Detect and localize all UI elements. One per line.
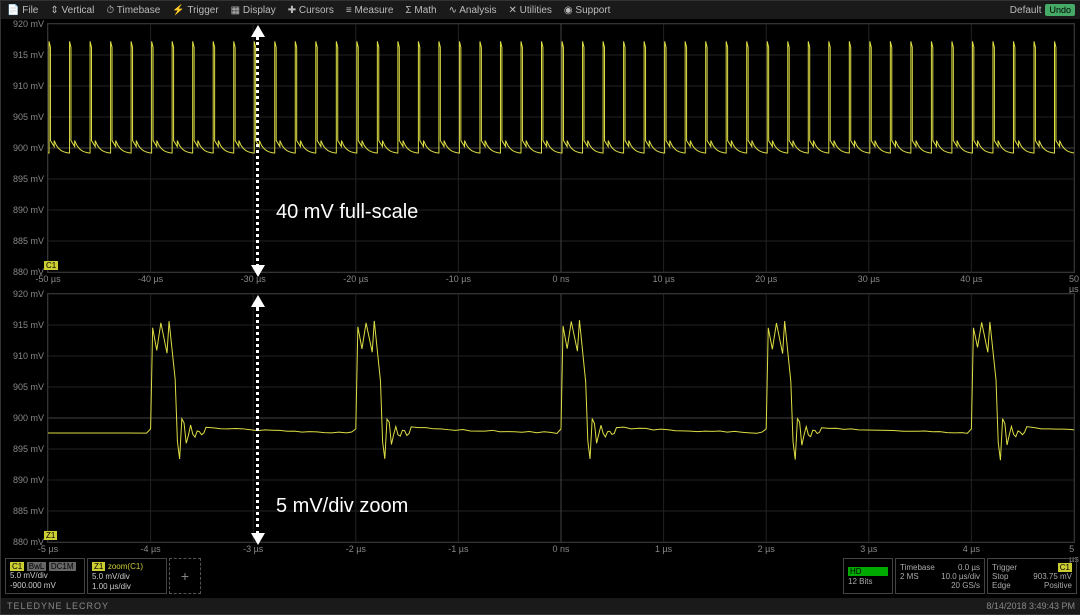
waveform-svg-top <box>48 24 1074 272</box>
y-axis-labels-top: 920 mV915 mV910 mV905 mV900 mV895 mV890 … <box>2 24 46 272</box>
footer-bar: TELEDYNE LECROY 8/14/2018 3:49:43 PM <box>1 598 1080 614</box>
menu-trigger[interactable]: ⚡ Trigger <box>172 5 218 16</box>
trigger-box[interactable]: TriggerC1 Stop903.75 mV EdgePositive <box>987 558 1077 594</box>
x-axis-labels-top: -50 µs-40 µs-30 µs-20 µs-10 µs0 ns10 µs2… <box>48 274 1074 286</box>
arrow-line-top <box>256 37 259 267</box>
channel-marker-z1: Z1 <box>44 531 57 540</box>
menu-measure[interactable]: ≡ Measure <box>346 5 394 16</box>
hd-box[interactable]: HD 12 Bits <box>843 558 893 594</box>
menu-analysis[interactable]: ∿ Analysis <box>449 5 497 16</box>
default-label: Default <box>1010 5 1042 16</box>
menu-cursors[interactable]: ✚ Cursors <box>288 5 334 16</box>
menu-display[interactable]: ▦ Display <box>231 5 276 16</box>
channel-marker-c1: C1 <box>44 261 58 270</box>
arrow-head-down-icon <box>251 265 265 277</box>
timebase-box[interactable]: Timebase0.0 µs 2 MS10.0 µs/div 20 GS/s <box>895 558 985 594</box>
brand-label: TELEDYNE LECROY <box>7 601 109 611</box>
channel-status-row: C1 BwL DC1M 5.0 mV/div -900.000 mV Z1 zo… <box>5 558 201 594</box>
menu-timebase[interactable]: ⏱ Timebase <box>106 5 160 16</box>
menu-support[interactable]: ◉ Support <box>564 5 611 16</box>
add-channel-button[interactable]: + <box>169 558 201 594</box>
x-axis-labels-bottom: -5 µs-4 µs-3 µs-2 µs-1 µs0 ns1 µs2 µs3 µ… <box>48 544 1074 556</box>
c1-badge: C1 <box>10 562 24 571</box>
menu-math[interactable]: Σ Math <box>405 5 436 16</box>
z1-badge: Z1 <box>92 562 105 571</box>
channel-box-c1[interactable]: C1 BwL DC1M 5.0 mV/div -900.000 mV <box>5 558 85 594</box>
menu-vertical[interactable]: ⇕ Vertical <box>50 5 94 16</box>
waveform-plot-bottom[interactable]: 920 mV915 mV910 mV905 mV900 mV895 mV890 … <box>47 293 1075 543</box>
channel-box-z1[interactable]: Z1 zoom(C1) 5.0 mV/div 1.00 µs/div <box>87 558 167 594</box>
arrow-head-down-icon-2 <box>251 533 265 545</box>
oscilloscope-window: 📄 File ⇕ Vertical ⏱ Timebase ⚡ Trigger ▦… <box>0 0 1080 615</box>
y-axis-labels-bottom: 920 mV915 mV910 mV905 mV900 mV895 mV890 … <box>2 294 46 542</box>
arrow-head-up-icon <box>251 25 265 37</box>
arrow-head-up-icon-2 <box>251 295 265 307</box>
annotation-bottom: 5 mV/div zoom <box>276 495 408 518</box>
waveform-plot-top[interactable]: 920 mV915 mV910 mV905 mV900 mV895 mV890 … <box>47 23 1075 273</box>
annotation-top: 40 mV full-scale <box>276 201 418 224</box>
timestamp-label: 8/14/2018 3:49:43 PM <box>986 601 1075 611</box>
menu-utilities[interactable]: ✕ Utilities <box>509 5 552 16</box>
menubar: 📄 File ⇕ Vertical ⏱ Timebase ⚡ Trigger ▦… <box>1 1 1080 19</box>
arrow-line-bottom <box>256 307 259 535</box>
menu-file[interactable]: 📄 File <box>7 5 38 16</box>
undo-button[interactable]: Undo <box>1045 4 1075 16</box>
acquisition-status: HD 12 Bits Timebase0.0 µs 2 MS10.0 µs/di… <box>841 558 1077 594</box>
waveform-svg-bottom <box>48 294 1074 542</box>
